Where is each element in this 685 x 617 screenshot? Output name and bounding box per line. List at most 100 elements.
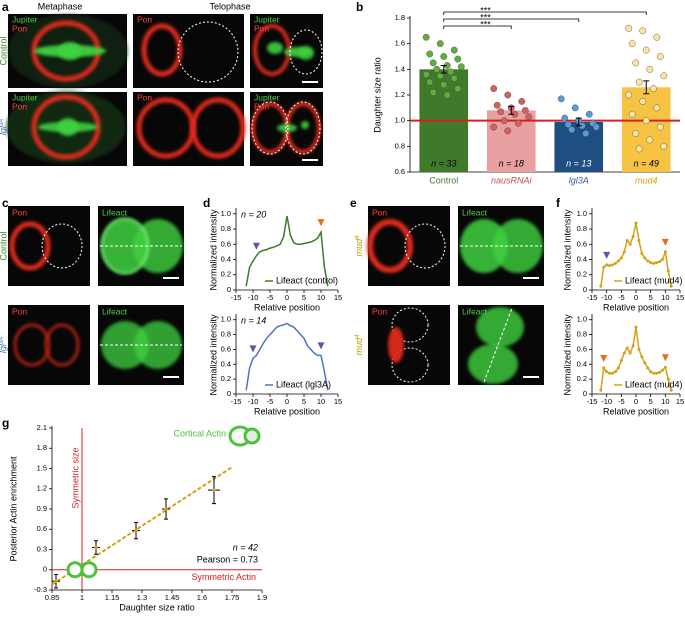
cell-outline	[251, 101, 289, 155]
x-tick-label: 1.75	[225, 593, 240, 602]
y-tick-label: 0.4	[577, 255, 587, 264]
significance-label: ***	[480, 12, 491, 22]
data-point	[635, 145, 643, 153]
significance-bracket	[443, 25, 512, 29]
row-label-text: mud	[354, 337, 364, 356]
x-tick-label: 15	[676, 397, 684, 406]
channel-label: Lifeact	[462, 306, 488, 316]
x-tick-label: 10	[661, 293, 669, 302]
data-point	[500, 117, 508, 125]
data-point	[660, 368, 664, 372]
y-axis-label: Daughter size ratio	[372, 57, 382, 133]
data-point	[625, 238, 629, 242]
error-bar	[440, 64, 447, 74]
x-tick-label: -5	[267, 293, 274, 302]
data-point	[669, 284, 673, 288]
n-label: n = 33	[431, 158, 456, 168]
data-point	[212, 488, 216, 492]
data-point	[619, 256, 623, 260]
data-point	[605, 370, 609, 374]
marker-arrowhead	[600, 355, 608, 362]
x-tick-label: -15	[231, 397, 242, 406]
cell-cortex	[13, 323, 51, 367]
cell-outline	[289, 29, 323, 75]
cell-signal	[468, 344, 518, 384]
x-tick-label: 0	[634, 397, 638, 406]
channel-label: Jupiter	[254, 92, 280, 102]
data-point	[643, 361, 647, 365]
category-label: Control	[429, 175, 458, 185]
data-point	[164, 507, 168, 511]
data-point	[497, 108, 505, 116]
data-point	[637, 347, 641, 351]
data-point	[622, 351, 626, 355]
data-point	[657, 260, 661, 264]
cell-outline	[177, 21, 239, 83]
y-tick-label: 0.6	[395, 167, 405, 176]
data-point	[608, 264, 612, 268]
y-tick-label: 1.0	[395, 116, 405, 125]
data-point	[625, 91, 633, 99]
data-point	[642, 117, 650, 125]
x-tick-label: 15	[676, 293, 684, 302]
y-tick-label: 1.0	[221, 209, 231, 218]
y-tick-label: 0.4	[221, 255, 231, 264]
x-tick-label: 0	[634, 293, 638, 302]
data-point	[521, 107, 529, 114]
data-point	[660, 142, 668, 150]
data-point	[634, 325, 638, 329]
data-point	[422, 71, 430, 78]
data-point	[54, 579, 58, 584]
cell-signal	[58, 118, 78, 136]
cell-cortex	[190, 97, 246, 159]
data-point	[433, 65, 441, 73]
data-point	[504, 127, 512, 135]
data-point	[564, 121, 572, 128]
n-label: n = 20	[241, 209, 266, 219]
cell-signal	[388, 327, 404, 363]
x-tick-label: 0	[285, 397, 289, 406]
cell-signal	[460, 219, 508, 273]
cell-cortex	[9, 221, 51, 271]
y-tick-label: 0.8	[577, 330, 587, 339]
data-point	[616, 366, 620, 370]
cell-signal	[267, 42, 283, 54]
y-tick-label: 1.2	[395, 90, 405, 99]
channel-label: Pon	[372, 306, 387, 316]
marker-arrowhead	[603, 251, 611, 259]
data-point	[655, 371, 659, 375]
cell-signal	[58, 42, 82, 60]
data-point	[625, 24, 633, 32]
data-point	[632, 130, 640, 137]
x-tick-label: 1.45	[165, 593, 180, 602]
data-point	[642, 46, 650, 54]
channel-label: Pon	[12, 306, 27, 316]
marker-arrowhead	[249, 345, 257, 353]
x-tick-label: 1.6	[197, 593, 207, 602]
significance-label: ***	[480, 5, 491, 15]
error-bar	[508, 106, 515, 115]
reference-label: Symmetric size	[70, 447, 80, 508]
category-label: lgl3A	[569, 175, 589, 185]
x-tick-label: 10	[661, 397, 669, 406]
y-axis-label: Normalized intensity	[562, 314, 572, 396]
data-point	[429, 59, 437, 67]
y-tick-label: 0.6	[221, 239, 231, 248]
channel-label: Pon	[372, 207, 387, 217]
x-tick-label: 5	[649, 293, 653, 302]
data-point	[660, 72, 668, 80]
marker-arrowhead	[661, 238, 669, 246]
marker-arrowhead	[661, 354, 669, 362]
row-label: mud4	[354, 235, 364, 257]
y-tick-label: 0.4	[577, 359, 587, 368]
legend-label: Lifeact (mud4)	[625, 275, 683, 285]
y-tick-label: 1.0	[221, 315, 231, 324]
panel-letter: e	[350, 196, 357, 210]
row-label: Control	[0, 231, 8, 260]
data-point	[134, 528, 138, 533]
data-point	[592, 123, 600, 131]
panel-letter: a	[2, 0, 9, 14]
significance-bracket	[443, 11, 647, 15]
y-tick-label: 1.6	[395, 39, 405, 48]
data-point	[649, 370, 653, 374]
